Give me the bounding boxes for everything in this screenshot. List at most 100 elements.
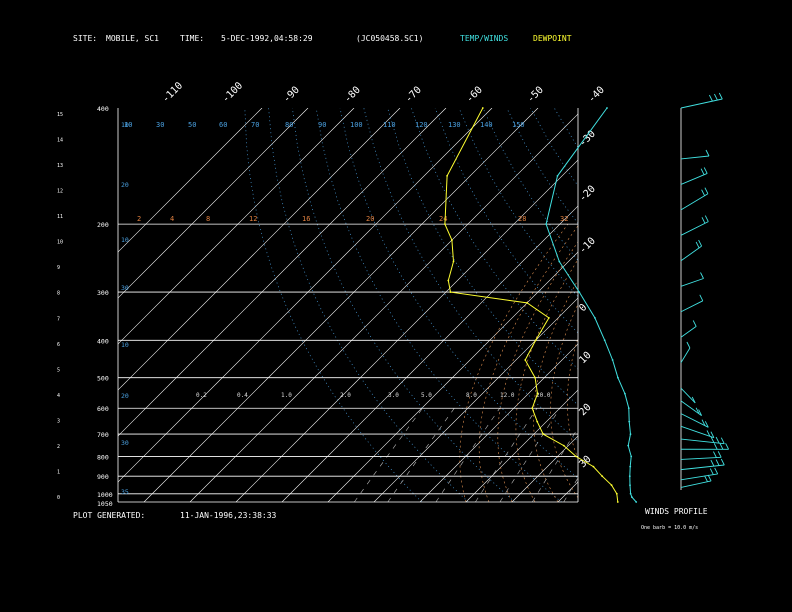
isotherm-line	[419, 343, 578, 502]
dewpoint-point	[446, 175, 448, 177]
dry-adiabat-label: 90	[318, 121, 326, 129]
dry-adiabat-line	[673, 108, 792, 502]
mixing-ratio-low-label: 5.0	[421, 392, 432, 399]
temperature-point	[631, 496, 633, 498]
wind-barb	[680, 387, 696, 404]
top-temperature-label: -80	[342, 85, 363, 106]
dry-adiabat-label: 150	[512, 121, 525, 129]
wind-barb-flag	[698, 409, 703, 416]
moist-adiabat-line	[615, 224, 673, 502]
pressure-tick-label: 400	[97, 337, 109, 345]
dewpoint-point	[542, 433, 544, 435]
pressure-tick-label: 400	[97, 105, 109, 113]
winds-profile-panel	[680, 92, 730, 490]
wind-barb	[680, 413, 709, 428]
isotherm-line	[281, 205, 578, 502]
isotherm-line	[604, 108, 792, 502]
dry-adiabat-line	[387, 108, 578, 406]
temperature-point	[629, 484, 631, 487]
clipped-grid	[118, 108, 792, 502]
mixing-ratio-low-label: 1.0	[281, 392, 292, 399]
wind-barb	[680, 456, 722, 460]
wind-barb-flag	[706, 430, 711, 437]
file-value: (JC050458.SC1)	[356, 34, 423, 43]
right-temperature-label: -20	[577, 184, 598, 205]
dry-adiabat-label: 120	[415, 121, 428, 129]
dewpoint-point	[536, 420, 539, 423]
mixing-ratio-line	[592, 408, 646, 502]
mixing-ratio-line	[499, 408, 561, 502]
dry-adiabat-line	[769, 108, 792, 502]
pressure-tick-label: 600	[97, 405, 109, 413]
dry-adiabat-line	[292, 108, 516, 502]
height-tick-label: 12	[57, 189, 63, 195]
dry-adiabat-line	[577, 108, 578, 109]
right-temperature-label: 20	[577, 402, 593, 418]
pressure-tick-label: 300	[97, 289, 109, 297]
dry-adiabat-line	[315, 108, 562, 502]
wind-barb	[680, 438, 725, 445]
theta-label: 10	[121, 121, 129, 129]
temperature-point	[603, 339, 606, 342]
mixing-ratio-low-label: 3.0	[388, 392, 399, 399]
temperature-point	[629, 492, 632, 495]
dewpoint-point	[616, 501, 619, 503]
height-tick-label: 5	[57, 367, 60, 373]
pressure-tick-label: 800	[97, 453, 109, 461]
temperature-point	[624, 392, 626, 395]
mixing-ratio-label: 20	[366, 215, 374, 223]
wind-barb-flag	[703, 167, 708, 174]
top-temperature-label: -110	[160, 80, 185, 105]
dry-adiabat-line	[602, 108, 792, 502]
dry-adiabat-line	[458, 108, 578, 298]
theta-label: 10	[121, 341, 129, 349]
moist-adiabat-line	[584, 224, 647, 502]
dry-adiabat-line	[721, 108, 792, 502]
moist-adiabat-line	[600, 224, 659, 502]
isotherm-line	[373, 297, 578, 502]
mixing-ratio-line	[563, 477, 578, 502]
isotherm-line	[696, 108, 792, 502]
top-temperature-label: -40	[586, 85, 607, 106]
winds-profile-title: WINDS PROFILE	[645, 507, 708, 516]
isotherm-line	[118, 108, 401, 391]
wind-barb	[680, 155, 710, 160]
dry-adiabat-label: 80	[285, 121, 293, 129]
dry-adiabat-label: 110	[383, 121, 396, 129]
height-tick-label: 9	[57, 265, 60, 271]
top-temperature-label: -70	[403, 85, 424, 106]
wind-barb-flag	[691, 396, 696, 404]
dewpoint-point	[592, 465, 595, 468]
temperature-point	[627, 407, 630, 410]
height-tick-label: 11	[57, 214, 63, 220]
temperature-point	[635, 501, 638, 503]
mixing-ratio-low-label: 8.0	[466, 392, 477, 399]
wind-barb-flag	[712, 451, 717, 458]
wind-barb-flag	[713, 93, 718, 101]
theta-label: 30	[121, 439, 129, 447]
dry-adiabat-line	[363, 108, 578, 442]
height-tick-label: 10	[57, 240, 63, 246]
height-tick-label: 6	[57, 342, 60, 348]
dry-adiabat-label: 70	[251, 121, 259, 129]
wind-barb-flag	[704, 215, 709, 222]
isotherm-line	[118, 108, 493, 483]
wind-barb	[680, 464, 725, 471]
dewpoint-point	[451, 239, 453, 242]
wind-barb-flag	[710, 436, 715, 443]
temperature-point	[578, 291, 581, 293]
dewpoint-point	[452, 260, 455, 263]
mixing-ratio-label: 24	[439, 215, 447, 223]
dry-adiabat-label: 10	[124, 121, 132, 129]
dewpoint-point	[534, 376, 536, 379]
temperature-point	[630, 455, 633, 458]
wind-barb-flag	[714, 467, 719, 475]
mixing-ratio-label: 32	[560, 215, 568, 223]
isotherm-line	[118, 108, 309, 299]
wind-barb-flag	[719, 443, 724, 450]
wind-barb-flag	[705, 149, 710, 157]
pressure-tick-label: 1050	[97, 500, 113, 508]
mixing-ratio-label: 4	[170, 215, 174, 223]
wind-barb-flag	[695, 241, 700, 249]
wind-barb-flag	[701, 419, 706, 426]
